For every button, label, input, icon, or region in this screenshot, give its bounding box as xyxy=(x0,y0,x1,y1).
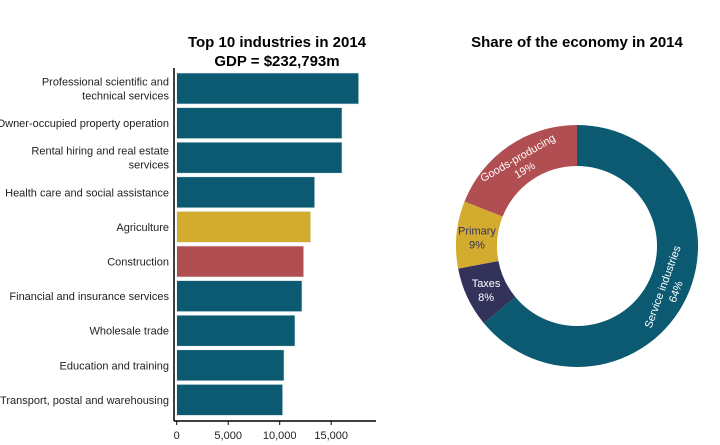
donut-chart: Service industries64%Taxes8%Primary9%Goo… xyxy=(456,124,698,367)
category-label: Education and training xyxy=(60,360,169,372)
x-tick-label: 0 xyxy=(174,430,180,442)
donut-slice xyxy=(483,125,698,367)
x-tick-label: 10,000 xyxy=(263,430,297,442)
donut-chart-title: Share of the economy in 2014 xyxy=(471,34,683,51)
category-labels: Professional scientific and technical ser… xyxy=(0,77,169,407)
donut-slice xyxy=(456,201,503,269)
category-label: Rental hiring and real estate xyxy=(31,146,169,158)
category-label: Construction xyxy=(107,257,169,269)
category-label: Financial and insurance services xyxy=(9,291,169,303)
bar-series xyxy=(176,72,360,416)
bar xyxy=(176,280,303,312)
slice-label: Primary xyxy=(458,226,496,238)
category-label: services xyxy=(129,160,170,172)
bar xyxy=(176,211,312,243)
slice-label: Taxes xyxy=(472,278,501,290)
bar xyxy=(176,245,304,278)
bar xyxy=(176,107,343,139)
category-label: technical services xyxy=(82,91,169,103)
category-label: Health care and social assistance xyxy=(5,187,169,199)
bar xyxy=(176,349,285,382)
slice-percent: 9% xyxy=(469,240,485,252)
category-label: Agriculture xyxy=(116,222,169,234)
bar xyxy=(176,72,360,105)
bar xyxy=(176,384,283,416)
donut-slice xyxy=(464,124,577,217)
x-tick-label: 15,000 xyxy=(314,430,348,442)
slice-percent: 8% xyxy=(478,292,494,304)
bar xyxy=(176,141,343,174)
x-tick-label: 5,000 xyxy=(214,430,242,442)
category-label: Wholesale trade xyxy=(90,326,170,338)
bar-chart-subtitle: GDP = $232,793m xyxy=(214,53,339,70)
bar-chart-title: Top 10 industries in 2014 xyxy=(188,34,367,51)
x-tick-labels: 0 5,000 10,000 15,000 xyxy=(174,421,348,442)
category-label: Professional scientific and xyxy=(42,77,169,89)
bar xyxy=(176,314,296,347)
donut-slice xyxy=(458,260,516,324)
bar xyxy=(176,176,316,209)
category-label: Transport, postal and warehousing xyxy=(0,395,169,407)
category-label: Owner-occupied property operation xyxy=(0,118,169,130)
